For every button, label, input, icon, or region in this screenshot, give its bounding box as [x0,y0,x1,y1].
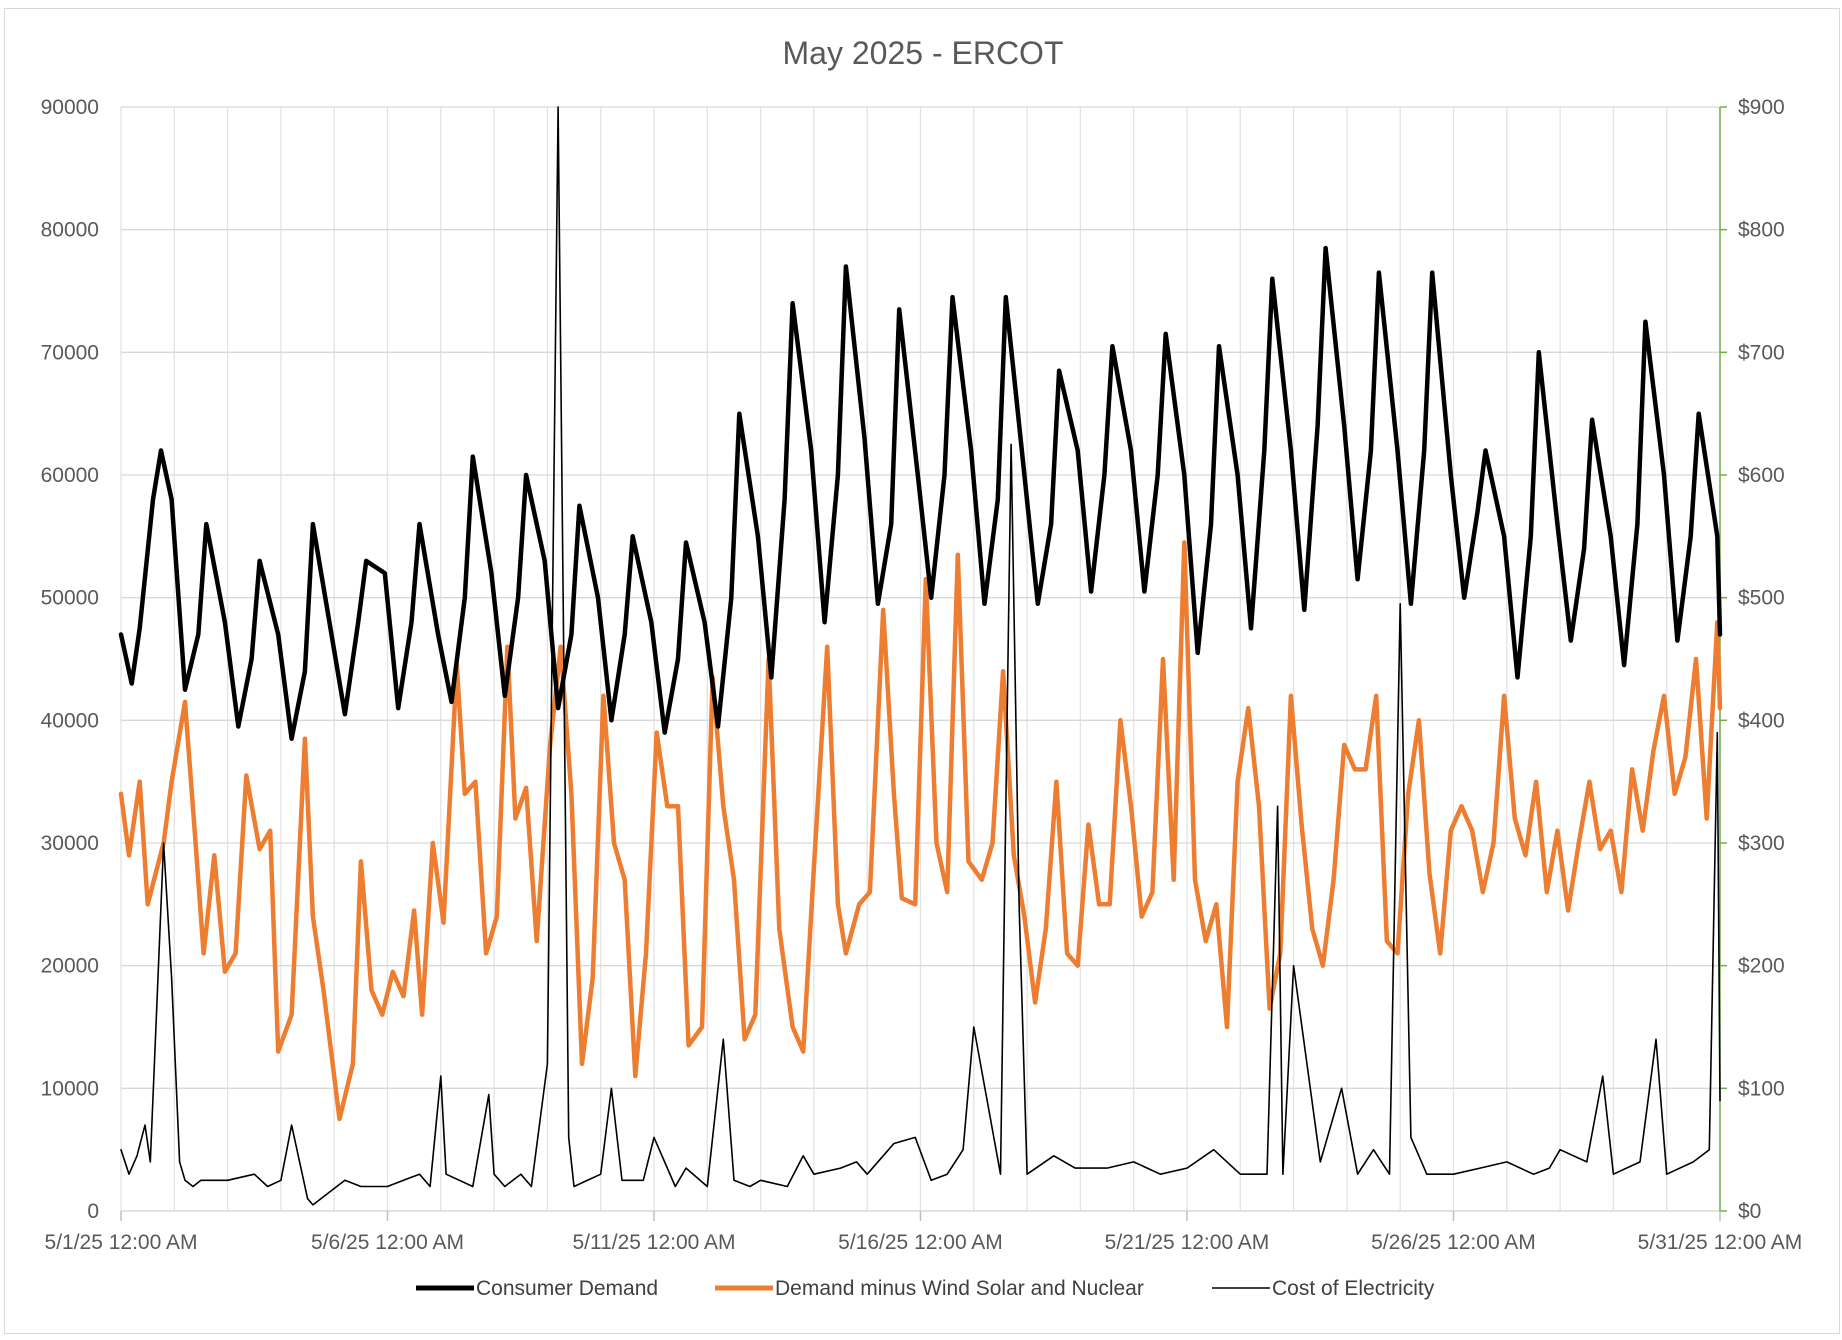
y2-tick-label: $300 [1738,832,1785,855]
series-line-cost-of-electricity [120,106,1721,1206]
legend-label: Cost of Electricity [1272,1277,1435,1300]
x-tick-label: 5/31/25 12:00 AM [1638,1231,1803,1254]
y2-tick-label: $600 [1738,464,1785,487]
y2-tick-label: $800 [1738,219,1785,242]
legend: Consumer Demand Demand minus Wind Solar a… [416,1277,1435,1300]
x-tick-label: 5/16/25 12:00 AM [838,1231,1003,1254]
y2-tick-label: $500 [1738,587,1785,610]
x-axis-labels: 5/1/25 12:00 AM 5/6/25 12:00 AM 5/11/25 12… [45,1231,1803,1254]
y-tick-label: 90000 [41,96,99,119]
y-tick-label: 40000 [41,709,99,732]
y2-tick-label: $100 [1738,1077,1785,1100]
chart-title: May 2025 - ERCOT [783,35,1064,71]
legend-label: Demand minus Wind Solar and Nuclear [775,1277,1144,1300]
series-line-consumer-demand [118,245,1723,741]
y-tick-label: 80000 [41,219,99,242]
x-tick-label: 5/26/25 12:00 AM [1371,1231,1536,1254]
y-tick-label: 10000 [41,1077,99,1100]
y-tick-label: 60000 [41,464,99,487]
series-layer [118,106,1723,1206]
y-tick-label: 30000 [41,832,99,855]
x-tick-label: 5/21/25 12:00 AM [1105,1231,1270,1254]
y-tick-label: 20000 [41,955,99,978]
series-line-demand-minus-wind-solar-and-nuclear [118,540,1723,1122]
x-tick-label: 5/6/25 12:00 AM [311,1231,464,1254]
left-axis-labels: 0 10000 20000 30000 40000 50000 60000 70000 8000… [41,96,99,1223]
y2-tick-label: $900 [1738,96,1785,119]
y-tick-label: 70000 [41,341,99,364]
y2-tick-label: $400 [1738,709,1785,732]
y2-tick-label: $200 [1738,955,1785,978]
x-tick-label: 5/1/25 12:00 AM [45,1231,198,1254]
y2-tick-label: $700 [1738,341,1785,364]
y-tick-label: 0 [87,1200,99,1223]
gridlines [120,106,1721,1211]
right-axis-labels: $0 $100 $200 $300 $400 $500 $600 $700 $800 $900 [1738,96,1785,1223]
legend-label: Consumer Demand [476,1277,658,1300]
y2-tick-label: $0 [1738,1200,1761,1223]
y-tick-label: 50000 [41,587,99,610]
x-tick-label: 5/11/25 12:00 AM [572,1231,735,1254]
